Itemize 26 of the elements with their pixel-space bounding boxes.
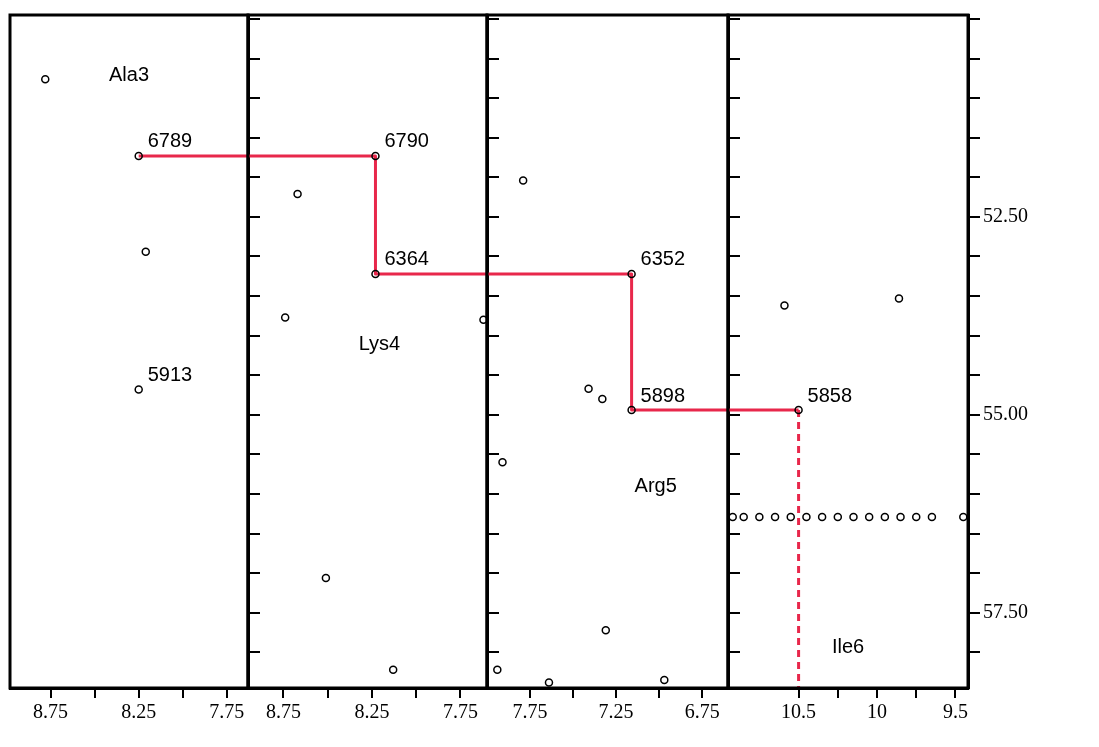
x-tick-label: 7.75 [512, 700, 548, 723]
x-tick-label: 10 [867, 700, 888, 723]
annotation: 6364 [384, 247, 429, 270]
x-tick-label: 8.75 [265, 700, 301, 723]
x-tick-label: 7.25 [598, 700, 634, 723]
annotation: Ile6 [831, 635, 865, 658]
annotation: 6789 [147, 129, 193, 152]
x-tick-label: 7.75 [442, 700, 478, 723]
x-tick-label: 8.25 [354, 700, 390, 723]
y-tick-label: 57.50 [983, 600, 1028, 623]
x-tick-label: 9.5 [942, 700, 968, 723]
x-tick-label: 8.25 [121, 700, 157, 723]
y-tick-label: 55.00 [983, 402, 1028, 425]
annotation: 5913 [147, 363, 193, 386]
y-tick-label: 52.50 [983, 204, 1028, 227]
annotation: 6352 [640, 247, 686, 270]
annotation: Ala3 [108, 63, 150, 86]
x-tick-label: 8.75 [33, 700, 69, 723]
annotation: Arg5 [634, 473, 677, 496]
x-tick-label: 6.75 [684, 700, 720, 723]
x-tick-label: 7.75 [209, 700, 245, 723]
annotation: 6790 [384, 129, 429, 152]
x-tick-label: 10.5 [781, 700, 817, 723]
annotation: 5858 [807, 383, 853, 406]
annotation: Lys4 [358, 332, 401, 355]
annotation: 5898 [640, 383, 686, 406]
